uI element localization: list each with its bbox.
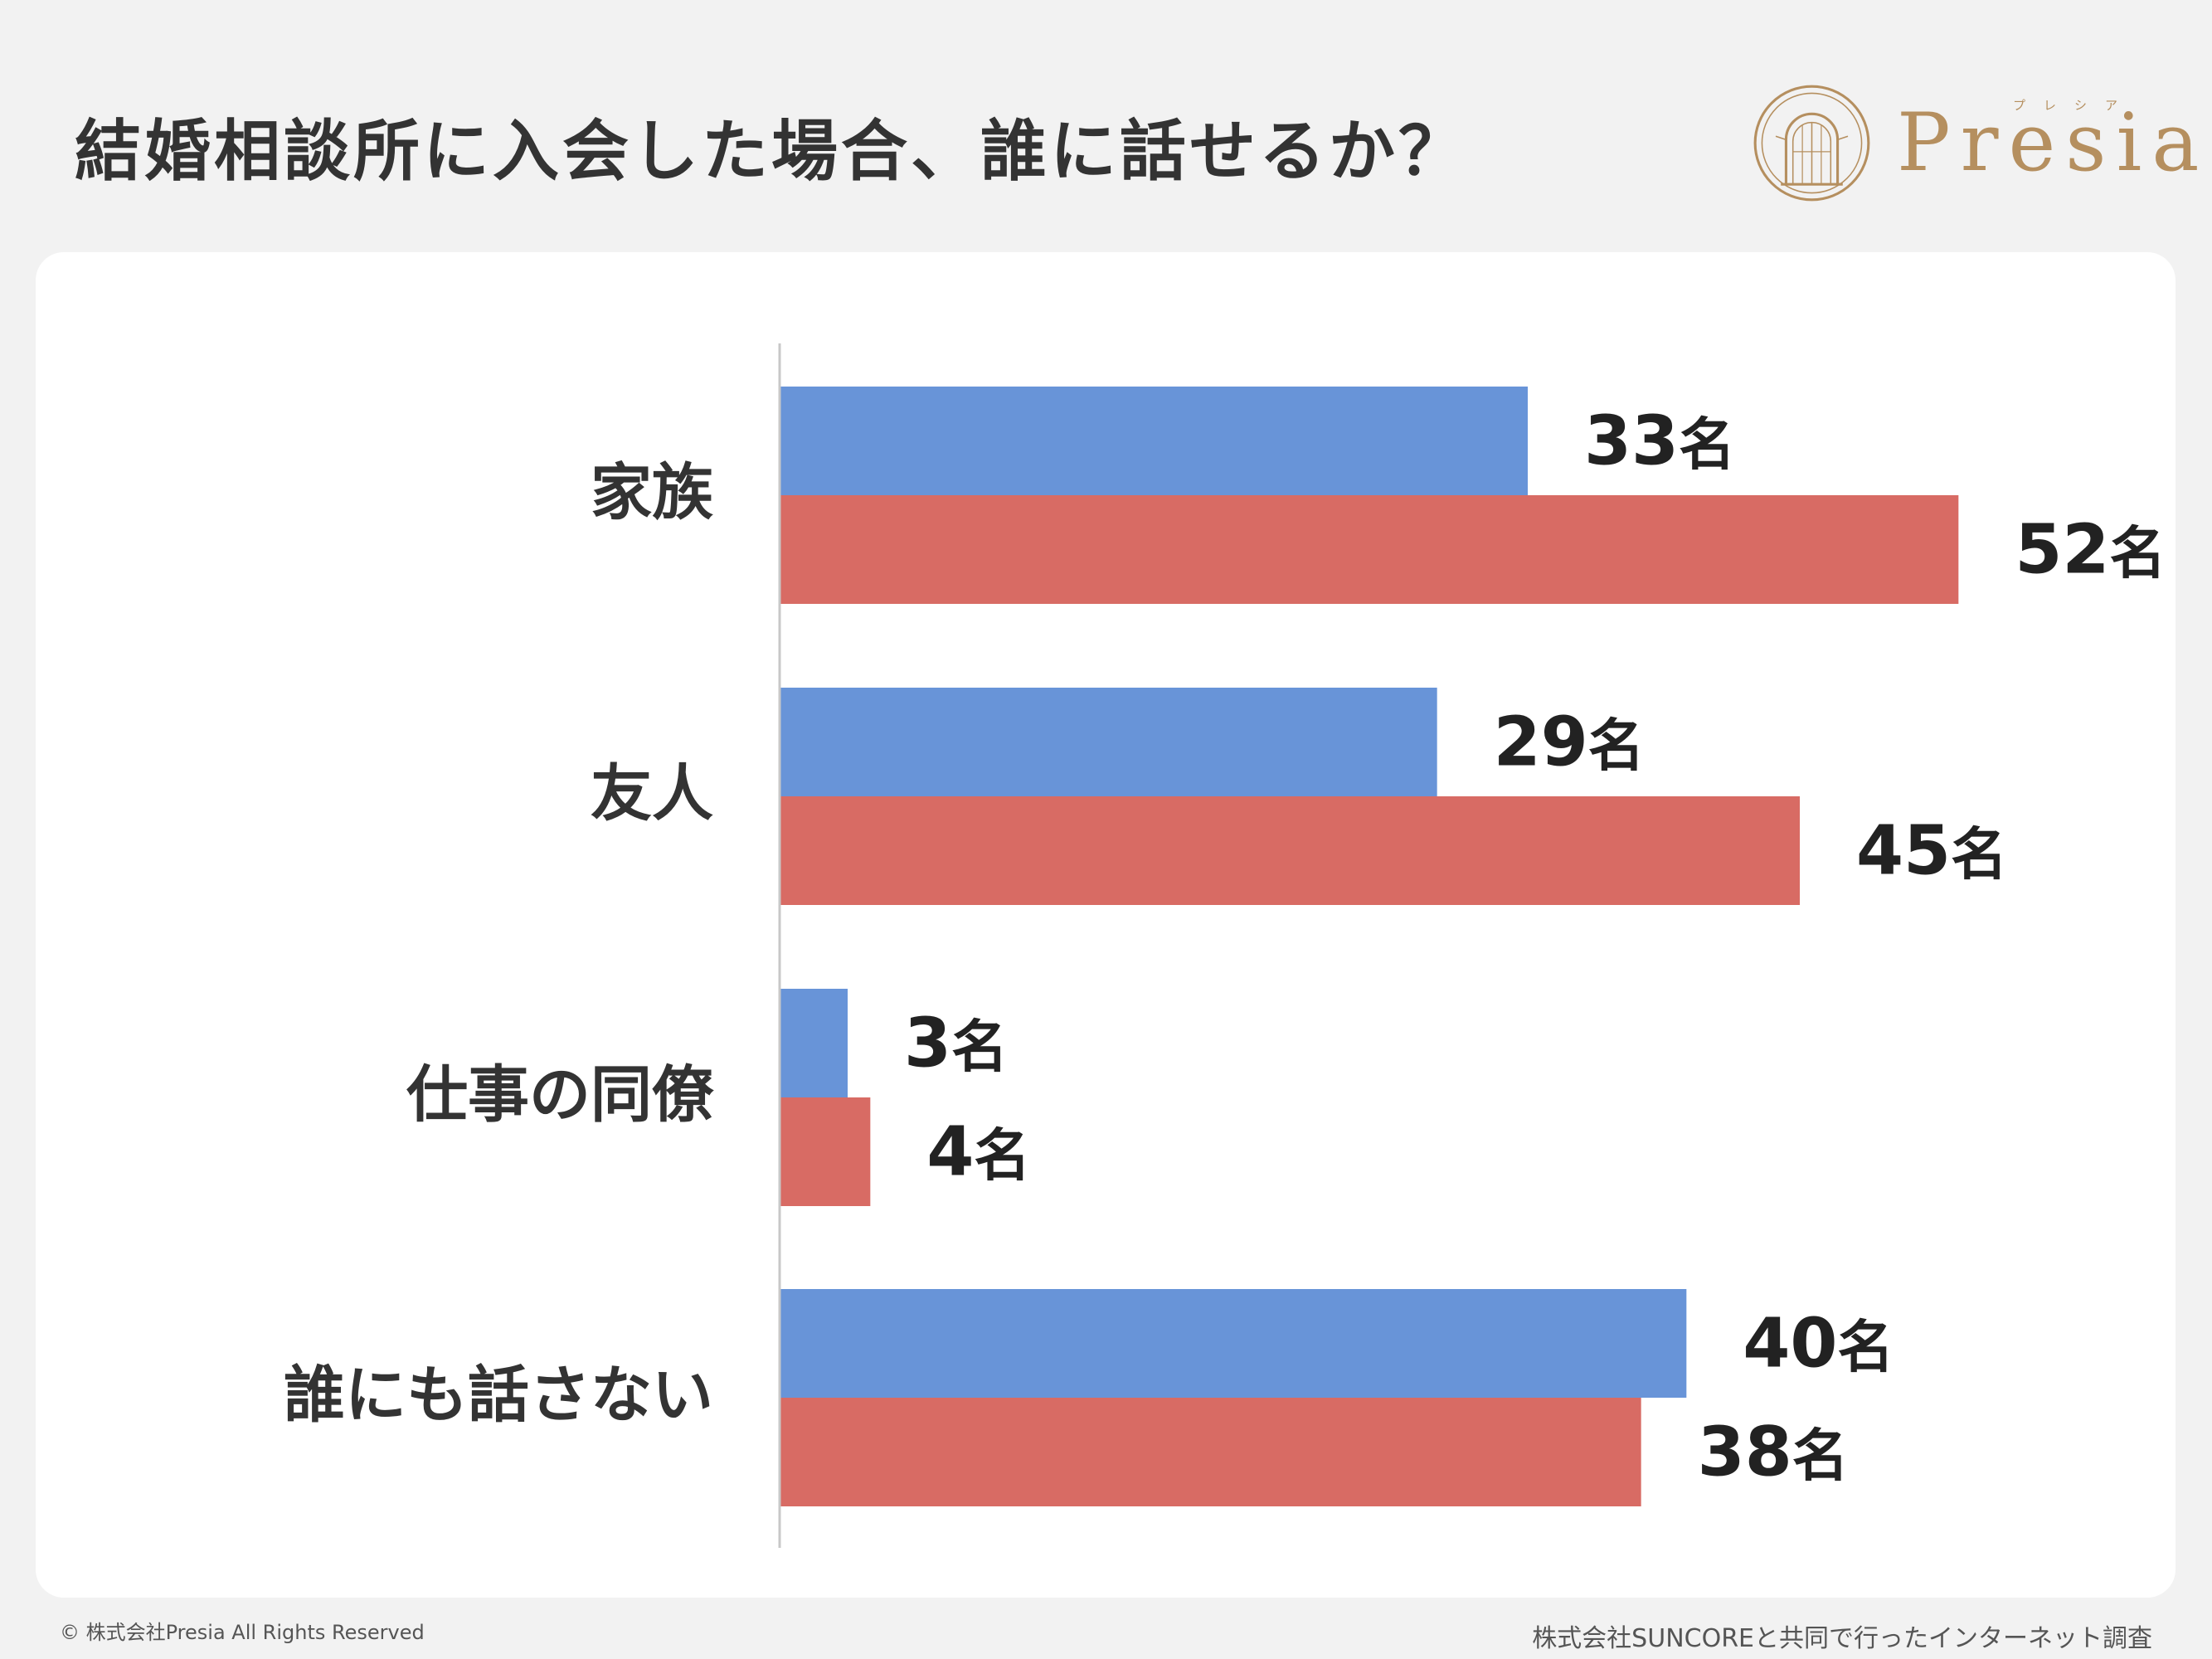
page-title: 結婚相談所に入会した場合、誰に話せるか？ <box>75 113 1468 190</box>
source-note: 株式会社SUNCOREと共同で行ったインターネット調査 <box>1532 1624 2152 1653</box>
bar-series-2 <box>780 1097 871 1206</box>
data-label: 4名 <box>926 1113 1030 1192</box>
arched-window-icon <box>1753 85 1870 202</box>
category-label: 家族 <box>591 457 713 528</box>
category-label: 誰にも話さない <box>284 1360 713 1431</box>
bar-series-2 <box>780 1398 1641 1506</box>
data-label: 29名 <box>1494 703 1645 782</box>
category-label: 仕事の同僚 <box>406 1059 714 1131</box>
data-label: 45名 <box>1856 812 2007 891</box>
chart-card: 家族 33名 52名友人 29名 45名仕事の同僚 3名 4名誰にも話さない 40名 38名 <box>36 252 2176 1598</box>
bar-series-2 <box>780 796 1800 905</box>
logo-ruby-text: プレシア <box>2013 98 2137 113</box>
category-label: 友人 <box>591 758 713 830</box>
data-label: 38名 <box>1698 1413 1849 1492</box>
bar-series-1 <box>780 688 1437 796</box>
bar-series-1 <box>780 387 1528 495</box>
bar-series-1 <box>780 989 848 1097</box>
copyright-text: © 株式会社Presia All Rights Reserved <box>60 1621 425 1644</box>
bar-series-2 <box>780 495 1959 604</box>
bar-series-1 <box>780 1289 1687 1398</box>
data-label: 40名 <box>1743 1305 1894 1384</box>
data-label: 33名 <box>1584 402 1735 481</box>
data-label: 52名 <box>2015 511 2166 590</box>
data-label: 3名 <box>904 1005 1008 1083</box>
logo-wordmark: Presia <box>1897 96 2210 189</box>
presia-logo: プレシア Presia <box>1752 83 2200 207</box>
